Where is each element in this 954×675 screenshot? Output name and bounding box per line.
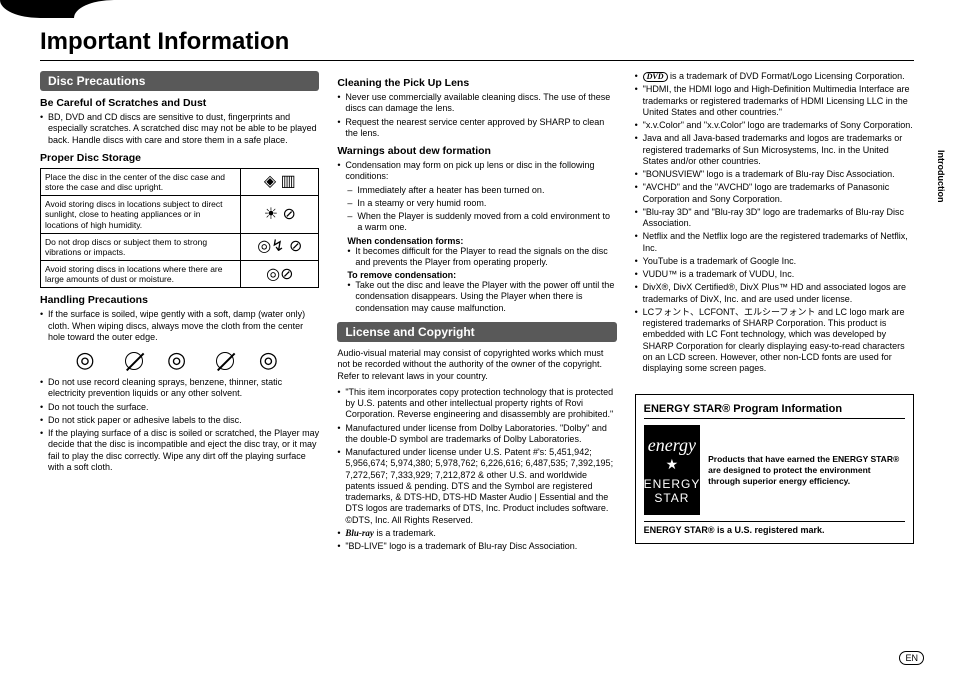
column-2: Cleaning the Pick Up Lens Never use comm… [337,71,616,554]
tm-item: Java and all Java-based trademarks and l… [635,133,914,167]
storage-text-1: Avoid storing discs in locations subject… [41,196,241,234]
columns-container: Disc Precautions Be Careful of Scratches… [40,71,914,554]
storage-icon-3: ◎⊘ [241,261,319,288]
bluray-logo-icon: Blu-ray [345,528,374,538]
heading-scratches: Be Careful of Scratches and Dust [40,97,319,109]
license-bd: Blu-ray is a trademark. [337,528,616,539]
license-bdlive: "BD-LIVE" logo is a trademark of Blu-ray… [337,541,616,552]
energy-foot: ENERGY STAR® is a U.S. registered mark. [644,521,905,535]
license-item: Manufactured under license under U.S. Pa… [337,447,616,526]
cleaning-item: Request the nearest service center appro… [337,117,616,140]
handling-icons: ◎ ◎ ◎ [40,347,319,373]
dew-when-text: It becomes difficult for the Player to r… [347,246,616,269]
table-row: Do not drop discs or subject them to str… [41,233,319,260]
tm-item: Netflix and the Netflix logo are the reg… [635,231,914,254]
list-trademarks: DVD is a trademark of DVD Format/Logo Li… [635,71,914,374]
license-intro: Audio-visual material may consist of cop… [337,348,616,383]
dvd-tm-text: is a trademark of DVD Format/Logo Licens… [668,71,905,81]
list-dew-when: It becomes difficult for the Player to r… [347,246,616,269]
list-cleaning: Never use commercially available cleanin… [337,92,616,139]
handling-item-1: If the surface is soiled, wipe gently wi… [40,309,319,343]
page-title: Important Information [40,28,914,61]
energy-star-logo-icon: energy ★ ENERGY STAR [644,425,700,515]
tm-item: "AVCHD" and the "AVCHD" logo are tradema… [635,182,914,205]
side-tab-introduction: Introduction [936,150,946,203]
storage-text-3: Avoid storing discs in locations where t… [41,261,241,288]
dvd-logo-icon: DVD [643,72,668,82]
list-handling-1: If the surface is soiled, wipe gently wi… [40,309,319,343]
storage-icon-1: ☀ ⊘ [241,196,319,234]
column-3: DVD is a trademark of DVD Format/Logo Li… [635,71,914,554]
storage-icon-0: ◈ ▥ [241,168,319,195]
energy-content: energy ★ ENERGY STAR Products that have … [644,425,905,515]
tm-item: "x.v.Color" and "x.v.Color" logo are tra… [635,120,914,131]
tm-item: "HDMI, the HDMI logo and High-Definition… [635,84,914,118]
tm-item: YouTube is a trademark of Google Inc. [635,256,914,267]
handling-item: If the playing surface of a disc is soil… [40,428,319,473]
handling-item: Do not stick paper or adhesive labels to… [40,415,319,426]
bd-trademark-text: is a trademark. [374,528,436,538]
heading-handling: Handling Precautions [40,294,319,306]
heading-storage: Proper Disc Storage [40,152,319,164]
dew-when-block: When condensation forms: It becomes diff… [347,236,616,314]
dew-intro: Condensation may form on pick up lens or… [337,160,616,183]
table-storage: Place the disc in the center of the disc… [40,168,319,289]
page-curve-header [0,0,954,18]
section-disc-precautions: Disc Precautions [40,71,319,91]
heading-cleaning: Cleaning the Pick Up Lens [337,77,616,89]
tm-dvd: DVD is a trademark of DVD Format/Logo Li… [635,71,914,82]
list-scratches: BD, DVD and CD discs are sensitive to du… [40,112,319,146]
tm-item: "Blu-ray 3D" and "Blu-ray 3D" logo are t… [635,207,914,230]
section-license: License and Copyright [337,322,616,342]
energy-star-box: ENERGY STAR® Program Information energy … [635,394,914,544]
heading-dew: Warnings about dew formation [337,145,616,157]
dew-remove-title: To remove condensation: [347,270,616,280]
tm-item: LCフォント、LCFONT、エルシーフォント and LC logo mark … [635,307,914,375]
table-row: Place the disc in the center of the disc… [41,168,319,195]
tm-item: "BONUSVIEW" logo is a trademark of Blu-r… [635,169,914,180]
list-dew-intro: Condensation may form on pick up lens or… [337,160,616,183]
storage-text-2: Do not drop discs or subject them to str… [41,233,241,260]
energy-text: Products that have earned the ENERGY STA… [708,454,905,487]
column-1: Disc Precautions Be Careful of Scratches… [40,71,319,554]
page-content: Important Information Disc Precautions B… [40,28,914,554]
dew-cond: In a steamy or very humid room. [347,198,616,209]
license-item: "This item incorporates copy protection … [337,387,616,421]
storage-icon-2: ◎↯ ⊘ [241,233,319,260]
list-dew-remove: Take out the disc and leave the Player w… [347,280,616,314]
license-item: Manufactured under license from Dolby La… [337,423,616,446]
energy-title: ENERGY STAR® Program Information [644,403,905,419]
storage-text-0: Place the disc in the center of the disc… [41,168,241,195]
list-handling-2: Do not use record cleaning sprays, benze… [40,377,319,473]
handling-item: Do not touch the surface. [40,402,319,413]
dew-cond: Immediately after a heater has been turn… [347,185,616,196]
handling-item: Do not use record cleaning sprays, benze… [40,377,319,400]
list-dew-conditions: Immediately after a heater has been turn… [347,185,616,234]
dew-when-title: When condensation forms: [347,236,616,246]
dew-cond: When the Player is suddenly moved from a… [347,211,616,234]
tm-item: VUDU™ is a trademark of VUDU, Inc. [635,269,914,280]
list-license: "This item incorporates copy protection … [337,387,616,553]
table-row: Avoid storing discs in locations where t… [41,261,319,288]
dew-remove-text: Take out the disc and leave the Player w… [347,280,616,314]
energy-star-icon: ★ [666,456,679,473]
tm-item: DivX®, DivX Certified®, DivX Plus™ HD an… [635,282,914,305]
table-row: Avoid storing discs in locations subject… [41,196,319,234]
energy-logo-script: energy [648,435,696,456]
energy-logo-label: ENERGY STAR [644,477,700,505]
cleaning-item: Never use commercially available cleanin… [337,92,616,115]
text-scratches: BD, DVD and CD discs are sensitive to du… [40,112,319,146]
footer-language-badge: EN [899,651,924,665]
